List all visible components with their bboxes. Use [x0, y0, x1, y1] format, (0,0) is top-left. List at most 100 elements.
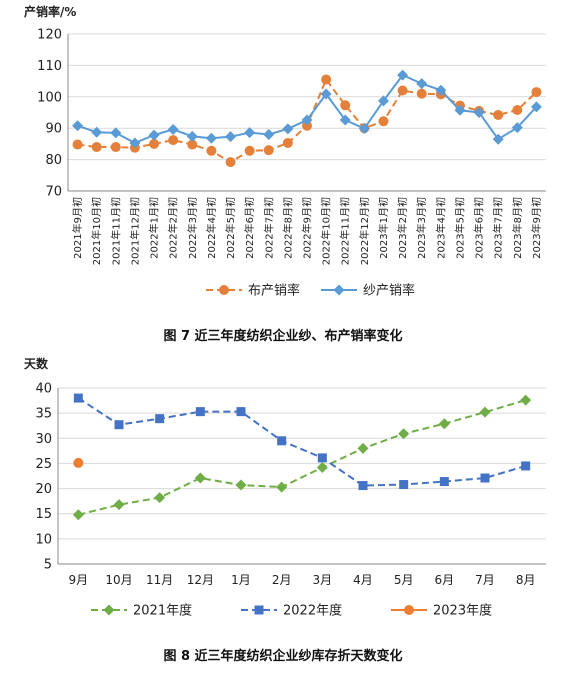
x-tick-label: 2022年10月初: [320, 197, 333, 265]
data-point-item: [205, 132, 217, 144]
x-tick-label: 2022年11月初: [339, 197, 352, 265]
y-tick-label: 15: [35, 507, 52, 522]
y-tick-label: 25: [35, 457, 52, 472]
data-point-2021: [113, 499, 125, 511]
x-tick-label: 8月: [516, 573, 536, 587]
data-point-item: [110, 127, 122, 139]
series-line-2022: [77, 397, 526, 487]
data-point-item: [301, 114, 313, 126]
data-point-2021: [235, 479, 247, 491]
data-point-item: [358, 123, 370, 135]
data-point-item: [263, 145, 274, 156]
data-point-2022: [439, 477, 449, 487]
data-point-item: [397, 85, 408, 96]
x-tick-label: 3月: [313, 573, 333, 587]
x-tick-label: 2021年10月初: [90, 197, 103, 265]
data-point-item: [530, 101, 542, 113]
data-point-item: [416, 88, 427, 99]
data-point-item: [321, 74, 332, 85]
data-point-2021: [276, 481, 288, 493]
x-tick-label: 12月: [187, 573, 214, 587]
data-point-item: [435, 84, 447, 96]
legend-marker-item: [219, 285, 229, 295]
y-tick-label: 35: [35, 407, 52, 422]
data-point-2022: [73, 393, 83, 403]
legend-marker-item: [333, 284, 345, 296]
legend-label-2022: 2022年度: [283, 603, 342, 619]
x-tick-label: 2022年3月初: [186, 197, 199, 259]
data-point-item: [340, 100, 351, 111]
series-line-item: [77, 73, 538, 145]
data-point-item: [416, 78, 428, 90]
y-tick-label: 110: [37, 59, 62, 74]
data-point-2022: [317, 453, 327, 463]
series-line-2021: [78, 399, 526, 516]
chart2-caption: 图 8 近三年度纺织企业纱库存折天数变化: [163, 648, 402, 664]
data-point-item: [186, 130, 198, 142]
x-tick-label: 6月: [435, 573, 455, 587]
data-point-item: [72, 120, 84, 132]
x-tick-label: 2023年3月初: [415, 197, 428, 259]
legend-marker-2021: [103, 604, 115, 616]
data-point-item: [168, 135, 179, 146]
legend-marker-2023: [404, 605, 414, 615]
data-point-2021: [398, 428, 410, 440]
x-tick-label: 2022年9月初: [301, 197, 314, 259]
legend-label-item: 纱产销率: [363, 283, 415, 299]
data-point-2021: [194, 472, 206, 484]
chart1-legend: 布产销率 纱产销率: [206, 283, 415, 299]
data-point-2022: [521, 461, 531, 471]
legend-label-item: 布产销率: [248, 283, 300, 299]
data-point-item: [244, 145, 255, 156]
x-tick-label: 1月: [231, 573, 251, 587]
data-point-item: [339, 114, 351, 126]
y-tick-label: 70: [45, 185, 62, 200]
data-point-2022: [236, 407, 246, 417]
data-point-2022: [195, 407, 205, 417]
x-tick-label: 2023年2月初: [396, 197, 409, 259]
x-tick-label: 2023年1月初: [377, 197, 390, 259]
y-tick-label: 90: [45, 122, 62, 137]
x-tick-label: 2022年1月初: [148, 197, 161, 259]
data-point-2021: [357, 442, 369, 454]
data-point-item: [244, 127, 256, 139]
x-tick-label: 2023年9月初: [530, 197, 543, 259]
data-point-item: [148, 129, 160, 141]
data-point-2021: [316, 461, 328, 473]
data-point-item: [320, 88, 332, 100]
data-point-item: [377, 95, 389, 107]
y-tick-label: 20: [35, 482, 52, 497]
data-point-item: [454, 104, 466, 116]
data-point-2022: [358, 481, 368, 491]
x-tick-label: 2023年8月初: [511, 197, 524, 259]
x-tick-label: 2月: [272, 573, 292, 587]
data-point-item: [397, 69, 409, 81]
data-point-2021: [438, 418, 450, 430]
y-tick-label: 100: [37, 90, 62, 105]
x-tick-label: 10月: [105, 573, 132, 587]
data-point-2021: [520, 394, 532, 406]
data-point-item: [187, 139, 198, 150]
x-tick-label: 9月: [69, 573, 89, 587]
data-point-2022: [480, 473, 490, 483]
chart1-ylabel: 产销率/%: [24, 4, 76, 19]
data-point-item: [511, 122, 523, 134]
data-point-2022: [399, 480, 409, 490]
legend-label-2021: 2021年度: [133, 603, 192, 619]
data-point-2021: [72, 509, 84, 521]
data-point-item: [378, 116, 389, 127]
chart2-legend: 2021年度 2022年度 2023年度: [91, 603, 492, 619]
data-point-item: [492, 133, 504, 145]
data-point-item: [91, 142, 102, 153]
data-point-item: [473, 107, 485, 118]
chart-inventory-days: 天数 5 10 15 20 25 30 35 40 9月 10月 11月 12月 1月 2月 3月 4月 5月…: [24, 356, 546, 664]
legend-marker-2022: [254, 605, 264, 615]
data-point-item: [167, 123, 179, 135]
y-tick-label: 40: [35, 382, 52, 397]
x-tick-label: 4月: [353, 573, 373, 587]
x-tick-label: 2023年6月初: [473, 197, 486, 259]
data-point-item: [282, 123, 294, 135]
data-point-item: [206, 145, 217, 156]
x-tick-label: 2022年2月初: [167, 197, 180, 259]
